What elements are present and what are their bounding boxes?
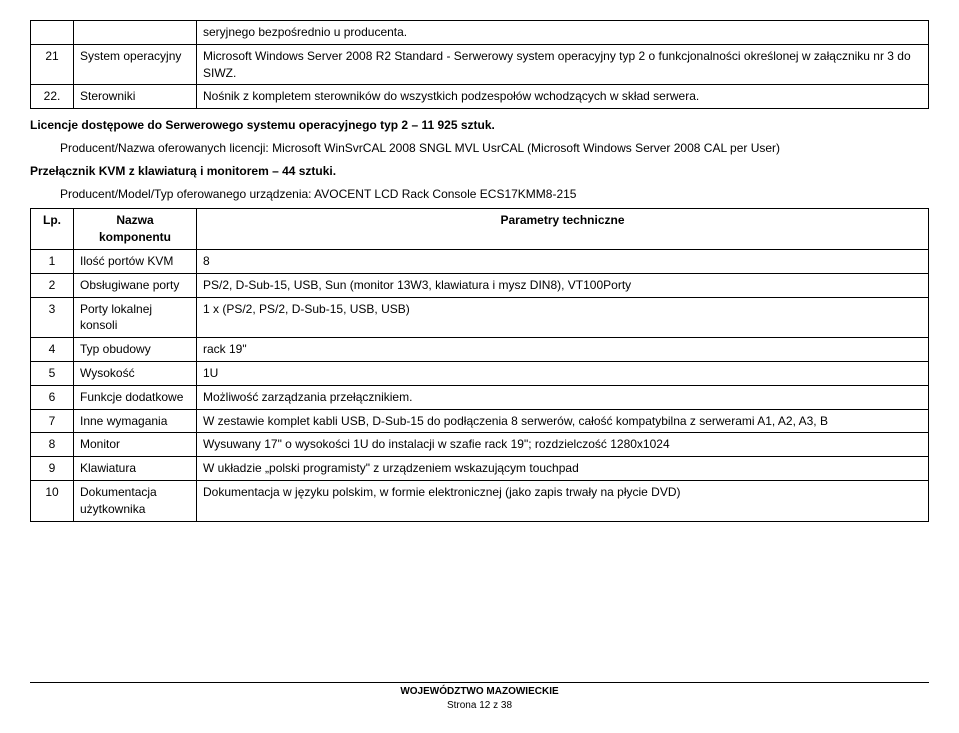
row-number — [31, 21, 74, 45]
table-row: seryjnego bezpośrednio u producenta. — [31, 21, 929, 45]
table-row: 3Porty lokalnej konsoli1 x (PS/2, PS/2, … — [31, 297, 929, 338]
row-name: Ilość portów KVM — [74, 249, 197, 273]
row-name: Funkcje dodatkowe — [74, 385, 197, 409]
table-row: 7Inne wymaganiaW zestawie komplet kabli … — [31, 409, 929, 433]
row-name — [74, 21, 197, 45]
table-row: 2Obsługiwane portyPS/2, D-Sub-15, USB, S… — [31, 273, 929, 297]
row-desc: rack 19" — [197, 338, 929, 362]
row-number: 5 — [31, 361, 74, 385]
page-footer: WOJEWÓDZTWO MAZOWIECKIE Strona 12 z 38 — [30, 682, 929, 713]
row-number: 1 — [31, 249, 74, 273]
row-desc: Nośnik z kompletem sterowników do wszyst… — [197, 85, 929, 109]
table-row: 5Wysokość1U — [31, 361, 929, 385]
row-desc: seryjnego bezpośrednio u producenta. — [197, 21, 929, 45]
row-desc: PS/2, D-Sub-15, USB, Sun (monitor 13W3, … — [197, 273, 929, 297]
row-desc: Możliwość zarządzania przełącznikiem. — [197, 385, 929, 409]
table-row: 4Typ obudowyrack 19" — [31, 338, 929, 362]
table-row: 6Funkcje dodatkoweMożliwość zarządzania … — [31, 385, 929, 409]
row-name: Klawiatura — [74, 457, 197, 481]
row-number: 2 — [31, 273, 74, 297]
row-desc: Microsoft Windows Server 2008 R2 Standar… — [197, 44, 929, 85]
row-number: 22. — [31, 85, 74, 109]
row-desc: W układzie „polski programisty" z urządz… — [197, 457, 929, 481]
col-params: Parametry techniczne — [197, 209, 929, 250]
kvm-heading: Przełącznik KVM z klawiaturą i monitorem… — [30, 163, 929, 180]
row-name: Monitor — [74, 433, 197, 457]
row-name: Sterowniki — [74, 85, 197, 109]
table-row: 22.SterownikiNośnik z kompletem sterowni… — [31, 85, 929, 109]
col-lp: Lp. — [31, 209, 74, 250]
row-number: 3 — [31, 297, 74, 338]
row-number: 6 — [31, 385, 74, 409]
row-number: 9 — [31, 457, 74, 481]
table-row: 1Ilość portów KVM8 — [31, 249, 929, 273]
row-desc: 1 x (PS/2, PS/2, D-Sub-15, USB, USB) — [197, 297, 929, 338]
row-number: 7 — [31, 409, 74, 433]
row-number: 4 — [31, 338, 74, 362]
footer-region: WOJEWÓDZTWO MAZOWIECKIE — [30, 685, 929, 699]
kvm-spec-table: Lp. Nazwa komponentu Parametry techniczn… — [30, 208, 929, 521]
row-number: 10 — [31, 480, 74, 521]
table-row: 10Dokumentacja użytkownikaDokumentacja w… — [31, 480, 929, 521]
table-row: 8MonitorWysuwany 17" o wysokości 1U do i… — [31, 433, 929, 457]
licenses-desc: Producent/Nazwa oferowanych licencji: Mi… — [60, 140, 929, 157]
table-row: 21System operacyjnyMicrosoft Windows Ser… — [31, 44, 929, 85]
row-name: Dokumentacja użytkownika — [74, 480, 197, 521]
col-name: Nazwa komponentu — [74, 209, 197, 250]
row-desc: 8 — [197, 249, 929, 273]
row-name: Inne wymagania — [74, 409, 197, 433]
top-continuation-table: seryjnego bezpośrednio u producenta.21Sy… — [30, 20, 929, 109]
row-number: 21 — [31, 44, 74, 85]
row-name: Typ obudowy — [74, 338, 197, 362]
table-row: 9KlawiaturaW układzie „polski programist… — [31, 457, 929, 481]
kvm-desc: Producent/Model/Typ oferowanego urządzen… — [60, 186, 929, 203]
row-name: Wysokość — [74, 361, 197, 385]
footer-page: Strona 12 z 38 — [447, 700, 512, 711]
row-desc: Wysuwany 17" o wysokości 1U do instalacj… — [197, 433, 929, 457]
row-desc: 1U — [197, 361, 929, 385]
licenses-heading: Licencje dostępowe do Serwerowego system… — [30, 117, 929, 134]
row-name: System operacyjny — [74, 44, 197, 85]
row-number: 8 — [31, 433, 74, 457]
row-name: Porty lokalnej konsoli — [74, 297, 197, 338]
row-desc: Dokumentacja w języku polskim, w formie … — [197, 480, 929, 521]
row-name: Obsługiwane porty — [74, 273, 197, 297]
row-desc: W zestawie komplet kabli USB, D-Sub-15 d… — [197, 409, 929, 433]
